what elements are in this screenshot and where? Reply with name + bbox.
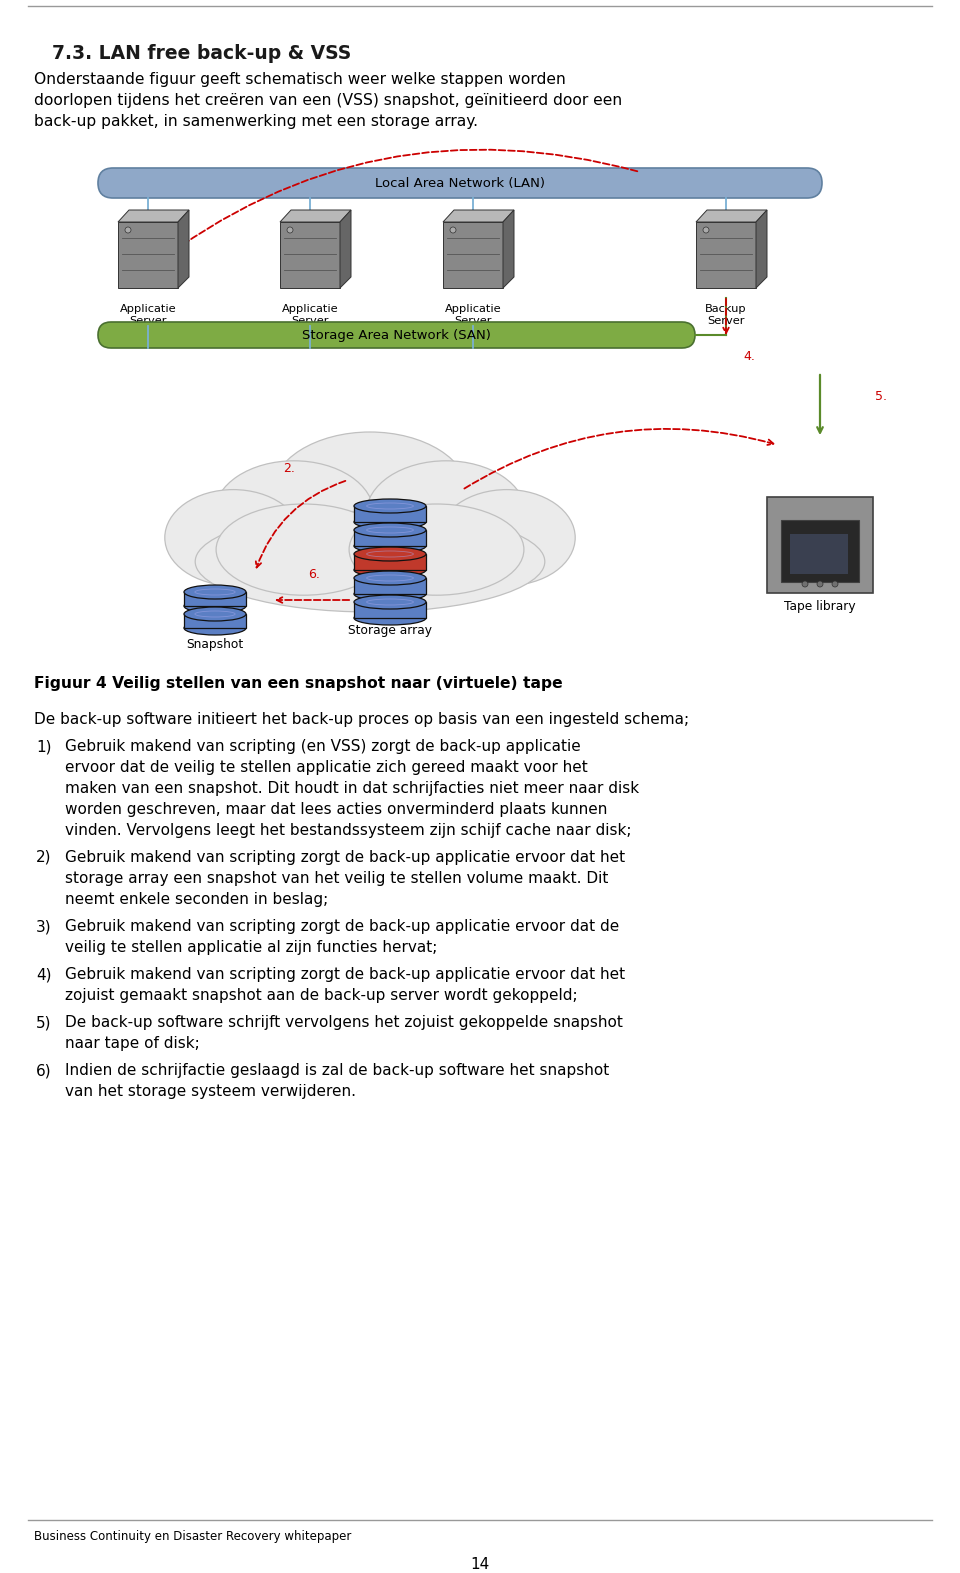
Polygon shape — [280, 211, 351, 222]
FancyBboxPatch shape — [781, 521, 859, 582]
Text: 2.: 2. — [283, 462, 295, 475]
Text: Backup
Server: Backup Server — [706, 304, 747, 327]
Text: veilig te stellen applicatie al zijn functies hervat;: veilig te stellen applicatie al zijn fun… — [65, 941, 438, 955]
Polygon shape — [118, 211, 189, 222]
FancyBboxPatch shape — [767, 497, 873, 593]
Text: back-up pakket, in samenwerking met een storage array.: back-up pakket, in samenwerking met een … — [34, 113, 478, 129]
Polygon shape — [443, 211, 514, 222]
Ellipse shape — [366, 461, 526, 566]
Circle shape — [832, 580, 838, 587]
Text: 7.3. LAN free back-up & VSS: 7.3. LAN free back-up & VSS — [52, 44, 351, 63]
Text: Gebruik makend van scripting zorgt de back-up applicatie ervoor dat de: Gebruik makend van scripting zorgt de ba… — [65, 919, 619, 934]
Text: Onderstaande figuur geeft schematisch weer welke stappen worden: Onderstaande figuur geeft schematisch we… — [34, 72, 565, 87]
Text: 4.: 4. — [743, 351, 755, 363]
Text: neemt enkele seconden in beslag;: neemt enkele seconden in beslag; — [65, 892, 328, 908]
Ellipse shape — [354, 522, 426, 536]
Ellipse shape — [354, 547, 426, 562]
Text: Applicatie
Server: Applicatie Server — [281, 304, 338, 327]
Polygon shape — [696, 211, 767, 222]
Text: De back-up software initieert het back-up proces op basis van een ingesteld sche: De back-up software initieert het back-u… — [34, 713, 689, 727]
Text: doorlopen tijdens het creëren van een (VSS) snapshot, geïnitieerd door een: doorlopen tijdens het creëren van een (V… — [34, 93, 622, 109]
Circle shape — [802, 580, 808, 587]
Polygon shape — [354, 530, 426, 546]
Text: 14: 14 — [470, 1557, 490, 1571]
FancyBboxPatch shape — [790, 533, 848, 574]
Text: 2): 2) — [36, 849, 52, 865]
Ellipse shape — [354, 514, 426, 529]
Polygon shape — [340, 211, 351, 288]
Text: van het storage systeem verwijderen.: van het storage systeem verwijderen. — [65, 1084, 356, 1100]
Text: storage array een snapshot van het veilig te stellen volume maakt. Dit: storage array een snapshot van het veili… — [65, 871, 609, 886]
Text: Snapshot: Snapshot — [186, 639, 244, 651]
Ellipse shape — [349, 503, 524, 595]
FancyBboxPatch shape — [98, 322, 695, 348]
Circle shape — [450, 227, 456, 233]
Ellipse shape — [354, 563, 426, 577]
Ellipse shape — [354, 540, 426, 554]
Ellipse shape — [354, 610, 426, 624]
Polygon shape — [503, 211, 514, 288]
Text: maken van een snapshot. Dit houdt in dat schrijfacties niet meer naar disk: maken van een snapshot. Dit houdt in dat… — [65, 782, 639, 796]
Text: naar tape of disk;: naar tape of disk; — [65, 1037, 200, 1051]
Circle shape — [817, 580, 823, 587]
Text: 1.  3.: 1. 3. — [158, 264, 190, 277]
Ellipse shape — [195, 511, 544, 612]
Ellipse shape — [184, 607, 246, 621]
Ellipse shape — [184, 599, 246, 613]
Ellipse shape — [439, 489, 575, 585]
Text: Figuur 4 Veilig stellen van een snapshot naar (virtuele) tape: Figuur 4 Veilig stellen van een snapshot… — [34, 676, 563, 691]
Polygon shape — [354, 602, 426, 618]
Text: 5.: 5. — [875, 390, 887, 403]
Ellipse shape — [214, 461, 373, 566]
Text: De back-up software schrijft vervolgens het zojuist gekoppelde snapshot: De back-up software schrijft vervolgens … — [65, 1015, 623, 1030]
Ellipse shape — [271, 433, 468, 557]
Circle shape — [125, 227, 131, 233]
Ellipse shape — [184, 585, 246, 599]
Ellipse shape — [165, 489, 301, 585]
Polygon shape — [696, 222, 756, 288]
Text: Local Area Network (LAN): Local Area Network (LAN) — [375, 176, 545, 189]
Polygon shape — [354, 577, 426, 595]
Text: Storage array: Storage array — [348, 624, 432, 637]
Text: 3): 3) — [36, 919, 52, 934]
Circle shape — [703, 227, 709, 233]
Ellipse shape — [216, 503, 391, 595]
Polygon shape — [178, 211, 189, 288]
Text: zojuist gemaakt snapshot aan de back-up server wordt gekoppeld;: zojuist gemaakt snapshot aan de back-up … — [65, 988, 578, 1004]
Ellipse shape — [184, 621, 246, 635]
Text: Indien de schrijfactie geslaagd is zal de back-up software het snapshot: Indien de schrijfactie geslaagd is zal d… — [65, 1063, 610, 1078]
Polygon shape — [443, 222, 503, 288]
Ellipse shape — [354, 571, 426, 585]
Polygon shape — [280, 222, 340, 288]
Polygon shape — [184, 613, 246, 628]
Text: 6.: 6. — [308, 568, 320, 580]
Text: Gebruik makend van scripting zorgt de back-up applicatie ervoor dat het: Gebruik makend van scripting zorgt de ba… — [65, 849, 625, 865]
Text: 1): 1) — [36, 739, 52, 753]
Ellipse shape — [354, 587, 426, 601]
Text: vinden. Vervolgens leegt het bestandssysteem zijn schijf cache naar disk;: vinden. Vervolgens leegt het bestandssys… — [65, 823, 632, 838]
Text: 4): 4) — [36, 967, 52, 982]
Polygon shape — [354, 507, 426, 522]
Polygon shape — [756, 211, 767, 288]
Polygon shape — [184, 591, 246, 606]
Text: 6): 6) — [36, 1063, 52, 1078]
Text: 5): 5) — [36, 1015, 52, 1030]
FancyBboxPatch shape — [98, 168, 822, 198]
Ellipse shape — [354, 595, 426, 609]
Text: Tape library: Tape library — [784, 599, 855, 613]
Polygon shape — [118, 222, 178, 288]
Text: Business Continuity en Disaster Recovery whitepaper: Business Continuity en Disaster Recovery… — [34, 1531, 351, 1543]
Text: worden geschreven, maar dat lees acties onverminderd plaats kunnen: worden geschreven, maar dat lees acties … — [65, 802, 608, 816]
Text: Gebruik makend van scripting zorgt de back-up applicatie ervoor dat het: Gebruik makend van scripting zorgt de ba… — [65, 967, 625, 982]
Text: ervoor dat de veilig te stellen applicatie zich gereed maakt voor het: ervoor dat de veilig te stellen applicat… — [65, 760, 588, 775]
Text: Applicatie
Server: Applicatie Server — [444, 304, 501, 327]
Text: Storage Area Network (SAN): Storage Area Network (SAN) — [302, 329, 491, 341]
Text: Gebruik makend van scripting (en VSS) zorgt de back-up applicatie: Gebruik makend van scripting (en VSS) zo… — [65, 739, 581, 753]
Circle shape — [287, 227, 293, 233]
Text: Applicatie
Server: Applicatie Server — [120, 304, 177, 327]
Polygon shape — [354, 554, 426, 569]
Ellipse shape — [354, 499, 426, 513]
